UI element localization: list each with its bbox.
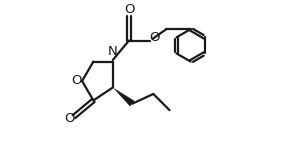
Text: O: O xyxy=(150,31,160,44)
Text: O: O xyxy=(71,75,82,87)
Polygon shape xyxy=(113,87,135,106)
Text: O: O xyxy=(124,3,134,16)
Text: N: N xyxy=(108,45,118,58)
Text: O: O xyxy=(65,112,75,125)
